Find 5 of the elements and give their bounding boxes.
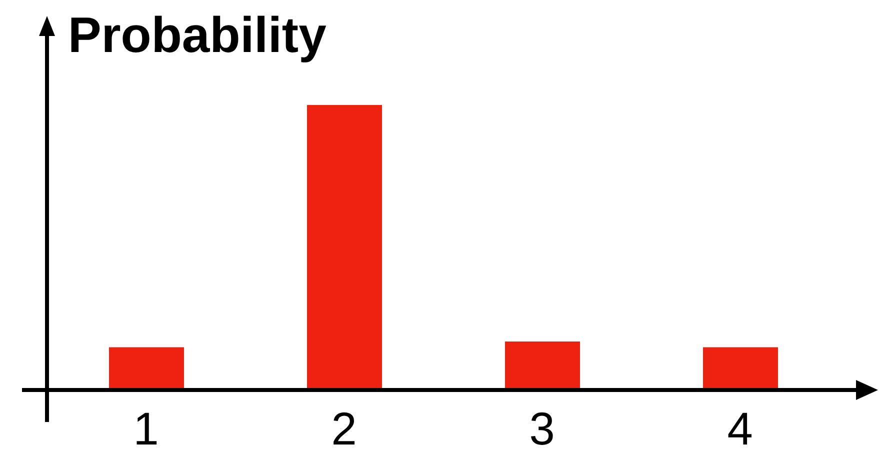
x-tick-label: 1 <box>133 402 159 455</box>
x-tick-label: 3 <box>529 402 555 455</box>
x-tick-label: 4 <box>727 402 753 455</box>
x-tick-label: 2 <box>331 402 357 455</box>
chart-title: Probability <box>68 7 326 63</box>
